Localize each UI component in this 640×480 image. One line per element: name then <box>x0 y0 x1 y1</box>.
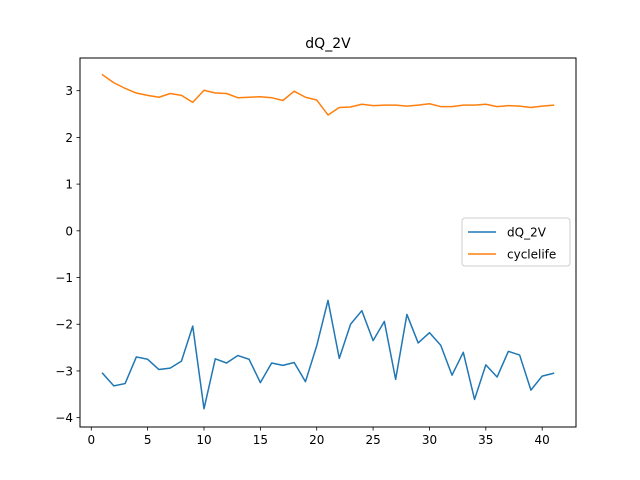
x-axis: 0 5 10 15 20 25 30 35 40 <box>87 427 550 447</box>
series-layer <box>101 73 555 410</box>
x-tick-label: 40 <box>535 433 550 447</box>
x-tick-label: 20 <box>309 433 324 447</box>
y-tick-label: 1 <box>65 178 73 192</box>
y-tick-label: −1 <box>55 271 73 285</box>
y-tick-label: 0 <box>65 224 73 238</box>
y-axis: −4 −3 −2 −1 0 1 2 3 <box>55 84 80 425</box>
x-tick-label: 30 <box>422 433 437 447</box>
legend: dQ_2V cyclelife <box>461 217 571 267</box>
legend-entry: dQ_2V <box>507 226 547 240</box>
x-tick-label: 25 <box>365 433 380 447</box>
y-tick-label: 3 <box>65 84 73 98</box>
series-line-cyclelife <box>101 73 555 116</box>
y-tick-label: −3 <box>55 364 73 378</box>
legend-entry: cyclelife <box>507 248 556 262</box>
x-tick-label: 5 <box>144 433 152 447</box>
x-tick-label: 10 <box>196 433 211 447</box>
plot-frame <box>79 57 577 428</box>
chart-title: dQ_2V <box>305 36 351 52</box>
y-tick-label: −2 <box>55 318 73 332</box>
y-tick-label: −4 <box>55 411 73 425</box>
y-tick-label: 2 <box>65 131 73 145</box>
x-tick-label: 35 <box>478 433 493 447</box>
x-tick-label: 15 <box>253 433 268 447</box>
series-line-dq-2v <box>101 299 555 410</box>
x-tick-label: 0 <box>87 433 95 447</box>
